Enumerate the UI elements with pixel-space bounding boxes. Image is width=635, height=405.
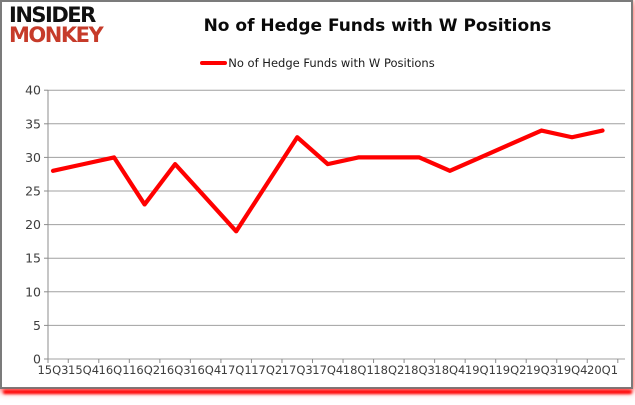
y-axis-tick-label: 25 [25, 184, 41, 199]
x-axis-tick-label: 19Q4 [557, 363, 588, 377]
x-axis-tick-label: 16Q3 [160, 363, 191, 377]
x-axis-tick-label: 17Q3 [282, 363, 313, 377]
x-axis-tick-label: 20Q1 [587, 363, 618, 377]
red-glow-bottom [3, 390, 632, 394]
series-line [50, 128, 605, 234]
x-axis-tick-label: 15Q3 [37, 363, 68, 377]
x-axis-tick-label: 16Q4 [190, 363, 221, 377]
y-axis-tick-label: 15 [25, 251, 41, 266]
logo-line-insider: INSIDER [9, 3, 96, 27]
x-axis-tick-label: 17Q4 [312, 363, 343, 377]
y-axis-tick-label: 20 [25, 217, 41, 232]
y-axis-tick-label: 10 [25, 284, 41, 299]
x-axis-tick-label: 18Q1 [343, 363, 374, 377]
x-axis-tick-label: 16Q2 [129, 363, 160, 377]
y-axis-tick-label: 40 [25, 83, 41, 98]
legend: No of Hedge Funds with W Positions [0, 56, 635, 70]
x-axis-tick-label: 19Q2 [495, 363, 526, 377]
x-axis-tick-label: 18Q2 [373, 363, 404, 377]
chart-title: No of Hedge Funds with W Positions [203, 16, 552, 36]
x-axis-tick-label: 19Q3 [526, 363, 557, 377]
chart-frame [0, 0, 633, 389]
y-axis-tick-label: 0 [33, 352, 41, 367]
x-axis-tick-label: 19Q1 [465, 363, 496, 377]
y-axis-tick-label: 30 [25, 150, 41, 165]
x-axis-tick-label: 17Q2 [251, 363, 282, 377]
y-axis-tick-label: 5 [33, 318, 41, 333]
x-axis-tick-label: 16Q1 [99, 363, 130, 377]
logo-line-monkey: MONKEY [9, 22, 104, 47]
legend-label: No of Hedge Funds with W Positions [228, 56, 435, 70]
x-axis-tick-label: 17Q1 [221, 363, 252, 377]
x-axis-tick-label: 18Q4 [434, 363, 465, 377]
x-axis-tick-label: 18Q3 [404, 363, 435, 377]
x-axis-tick-label: 15Q4 [68, 363, 99, 377]
legend-line-marker [200, 60, 228, 66]
insider-monkey-logo: INSIDER MONKEY [9, 3, 104, 47]
y-axis-tick-label: 35 [25, 116, 41, 131]
